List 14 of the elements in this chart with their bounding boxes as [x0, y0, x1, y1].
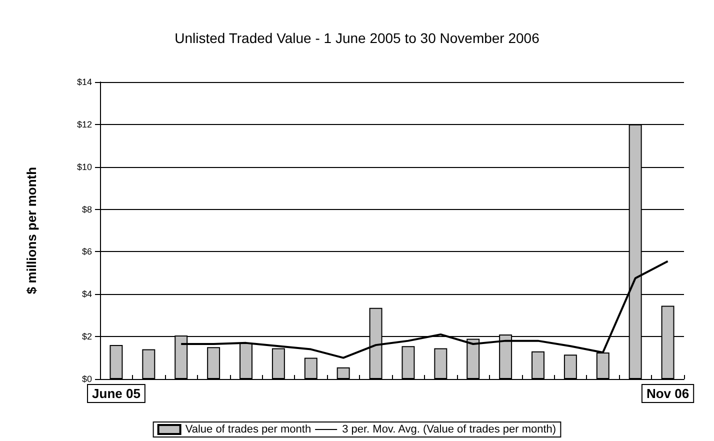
y-tick-label: $10 — [76, 162, 92, 172]
y-tick-label: $12 — [76, 119, 92, 130]
y-axis-title: $ millions per month — [24, 166, 39, 294]
y-tick-label: $14 — [76, 77, 92, 87]
chart-title: Unlisted Traded Value - 1 June 2005 to 30 November 2006 — [174, 30, 540, 46]
x-tick-label: Nov 06 — [646, 386, 690, 401]
y-tick-label: $8 — [82, 204, 92, 214]
y-tick-label: $4 — [82, 289, 92, 300]
y-tick-label: $0 — [82, 374, 92, 384]
y-tick-label: $6 — [82, 246, 92, 257]
y-tick-label: $2 — [82, 332, 92, 342]
x-tick-label: June 05 — [92, 386, 140, 401]
legend-label: 3 per. Mov. Avg. (Value of trades per month) — [342, 424, 556, 436]
legend-label: Value of trades per month — [185, 424, 312, 436]
